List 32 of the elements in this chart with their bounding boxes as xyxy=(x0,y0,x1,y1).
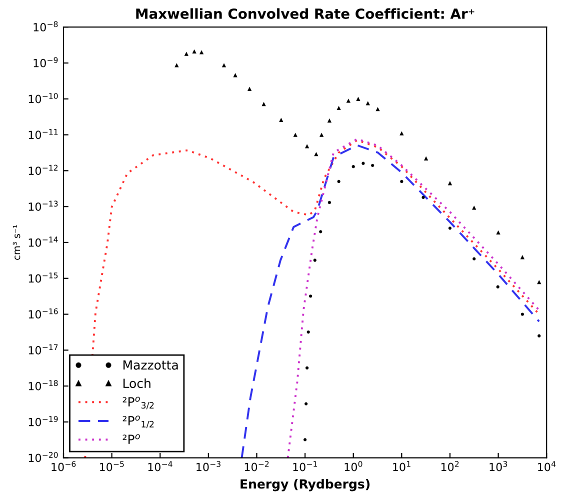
y-tick-label: 10$^{−10}$ xyxy=(28,93,58,104)
y-tick-label: 10$^{−8}$ xyxy=(34,21,58,32)
legend-label: Mazzotta xyxy=(123,360,178,370)
y-tick-label: 10$^{−16}$ xyxy=(28,308,58,319)
legend-label: ²P$^{o}$ xyxy=(122,434,140,444)
x-axis-title: Energy (Rydbergs) xyxy=(240,478,370,492)
x-tick-label: 10$^{−6}$ xyxy=(52,461,76,472)
x-tick-label: 10$^{−3}$ xyxy=(196,461,220,472)
y-tick-label: 10$^{−17}$ xyxy=(28,344,58,354)
y-axis-title: cm³ s⁻¹ xyxy=(12,225,20,260)
y-tick-label: 10$^{−11}$ xyxy=(28,129,58,140)
x-tick-label: 10$^{4}$ xyxy=(538,461,556,472)
x-tick-label: 10$^{0}$ xyxy=(344,461,362,472)
legend-label: ²P$^{o}$$_{3/2}$ xyxy=(122,396,154,410)
y-tick-label: 10$^{−20}$ xyxy=(28,452,58,462)
x-tick-label: 10$^{1}$ xyxy=(393,461,410,472)
legend-label: ²P$^{o}$$_{1/2}$ xyxy=(122,416,154,428)
x-tick-label: 10$^{3}$ xyxy=(490,461,508,472)
x-tick-label: 10$^{−4}$ xyxy=(148,461,172,472)
x-tick-label: 10$^{2}$ xyxy=(441,461,459,472)
y-tick-label: 10$^{−12}$ xyxy=(28,164,58,175)
y-tick-label: 10$^{−15}$ xyxy=(28,272,58,283)
chart-title: Maxwellian Convolved Rate Coefficient: Ar⁺ xyxy=(136,8,474,19)
y-tick-label: 10$^{−9}$ xyxy=(34,57,58,68)
x-tick-label: 10$^{−1}$ xyxy=(293,461,317,472)
y-tick-label: 10$^{−18}$ xyxy=(28,380,58,390)
y-tick-label: 10$^{−19}$ xyxy=(28,416,58,426)
legend-label: Loch xyxy=(123,378,150,388)
x-tick-label: 10$^{−5}$ xyxy=(100,461,124,472)
y-tick-label: 10$^{−14}$ xyxy=(28,236,58,247)
y-tick-label: 10$^{−13}$ xyxy=(28,200,58,211)
x-tick-label: 10$^{−2}$ xyxy=(244,461,269,472)
